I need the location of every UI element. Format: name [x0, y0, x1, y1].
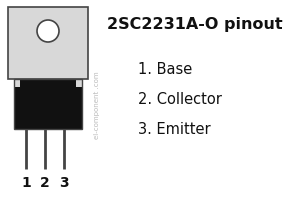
Text: 2: 2: [40, 175, 50, 189]
Text: 1. Base: 1. Base: [138, 62, 192, 77]
Text: 2SC2231A-O pinout: 2SC2231A-O pinout: [107, 17, 283, 32]
Text: 3: 3: [59, 175, 69, 189]
Text: 2. Collector: 2. Collector: [138, 92, 222, 107]
Bar: [76, 80, 82, 88]
Bar: [8, 8, 88, 80]
Bar: [14, 80, 82, 129]
Circle shape: [37, 21, 59, 43]
Bar: [14, 80, 82, 129]
Bar: [14, 80, 20, 88]
Text: 3. Emitter: 3. Emitter: [138, 122, 211, 137]
Text: el-component .com: el-component .com: [94, 71, 100, 138]
Text: 1: 1: [21, 175, 31, 189]
